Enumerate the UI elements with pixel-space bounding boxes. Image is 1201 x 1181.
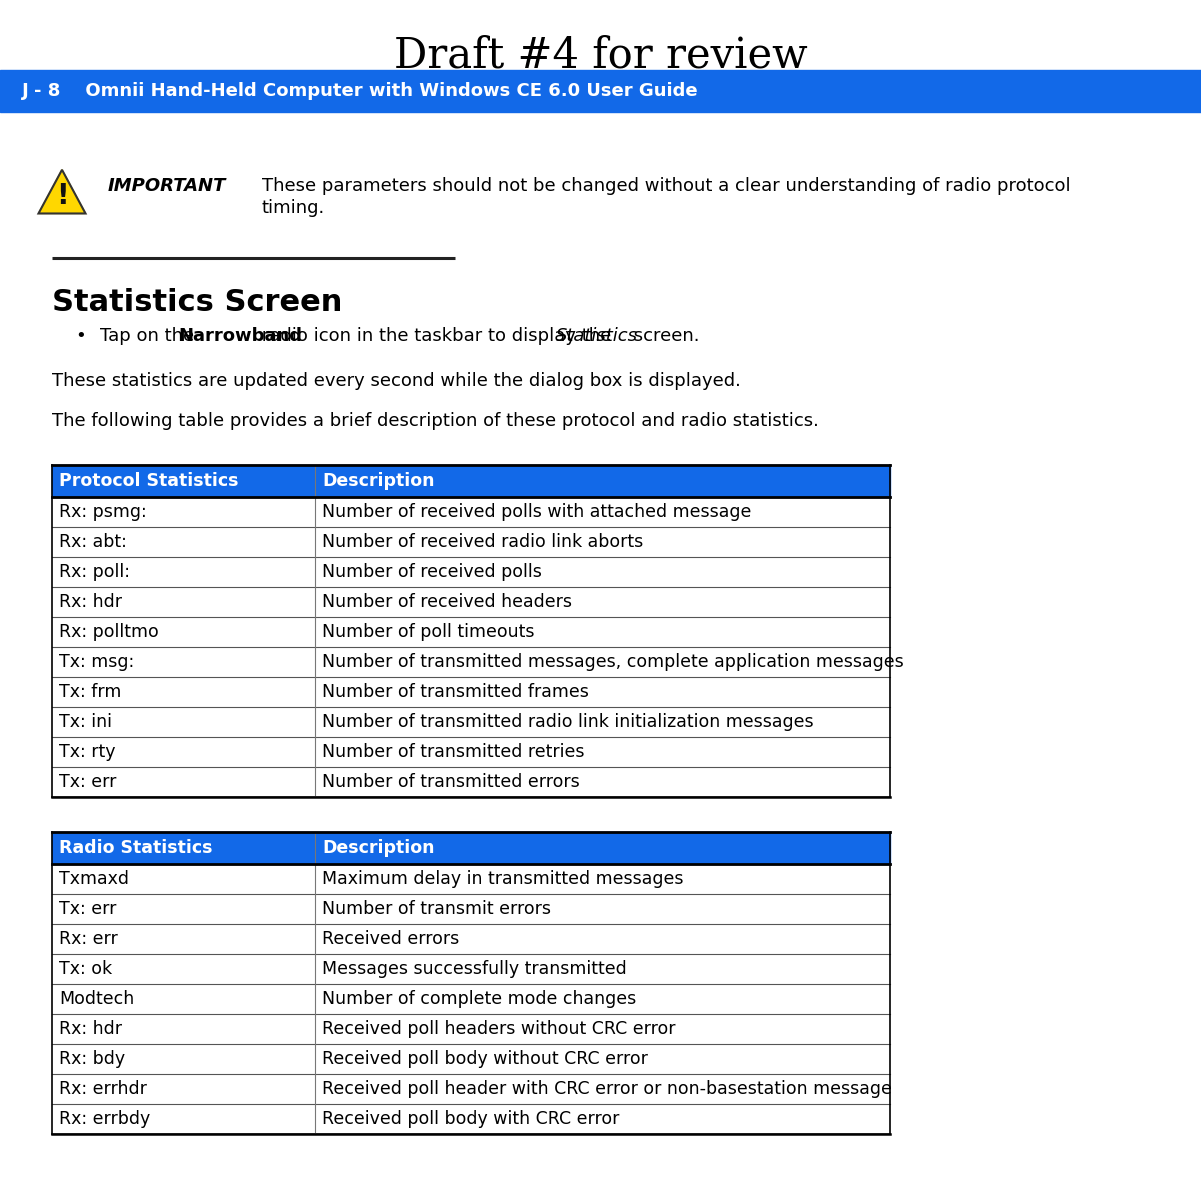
Text: Number of transmitted radio link initialization messages: Number of transmitted radio link initial… <box>322 713 813 731</box>
Text: Rx: hdr: Rx: hdr <box>59 593 123 611</box>
Text: Narrowband: Narrowband <box>179 327 303 345</box>
Text: Tx: ok: Tx: ok <box>59 960 112 978</box>
Bar <box>52 766 890 797</box>
Bar <box>52 616 890 647</box>
Text: IMPORTANT: IMPORTANT <box>108 177 226 195</box>
Text: Tx: err: Tx: err <box>59 900 116 918</box>
Bar <box>52 1074 890 1104</box>
Bar <box>52 831 890 864</box>
Text: Received poll headers without CRC error: Received poll headers without CRC error <box>322 1020 675 1038</box>
Text: Number of complete mode changes: Number of complete mode changes <box>322 990 637 1009</box>
Bar <box>52 497 890 527</box>
Text: screen.: screen. <box>628 327 699 345</box>
Bar <box>52 1044 890 1074</box>
Text: Tap on the: Tap on the <box>100 327 199 345</box>
Bar <box>52 984 890 1014</box>
Text: Tx: msg:: Tx: msg: <box>59 653 135 671</box>
Bar <box>0 70 1201 112</box>
Bar <box>52 707 890 737</box>
Text: Rx: poll:: Rx: poll: <box>59 563 130 581</box>
Bar <box>52 647 890 677</box>
Text: These parameters should not be changed without a clear understanding of radio pr: These parameters should not be changed w… <box>262 177 1070 195</box>
Text: Description: Description <box>322 472 435 490</box>
Bar <box>52 677 890 707</box>
Text: Modtech: Modtech <box>59 990 135 1009</box>
Text: Rx: bdy: Rx: bdy <box>59 1050 125 1068</box>
Text: Received errors: Received errors <box>322 929 459 948</box>
Text: Number of transmit errors: Number of transmit errors <box>322 900 551 918</box>
Bar <box>52 1014 890 1044</box>
Bar <box>52 924 890 954</box>
Text: Received poll body with CRC error: Received poll body with CRC error <box>322 1110 620 1128</box>
Bar <box>52 527 890 557</box>
Bar <box>52 737 890 766</box>
Text: Tx: frm: Tx: frm <box>59 683 121 702</box>
Text: Number of received polls with attached message: Number of received polls with attached m… <box>322 503 752 521</box>
Text: The following table provides a brief description of these protocol and radio sta: The following table provides a brief des… <box>52 412 819 430</box>
Text: Received poll header with CRC error or non-basestation message: Received poll header with CRC error or n… <box>322 1079 892 1098</box>
Text: Statistics Screen: Statistics Screen <box>52 288 342 317</box>
Text: !: ! <box>55 182 68 210</box>
Text: Messages successfully transmitted: Messages successfully transmitted <box>322 960 627 978</box>
Text: Rx: abt:: Rx: abt: <box>59 533 127 552</box>
Text: Number of poll timeouts: Number of poll timeouts <box>322 624 534 641</box>
Bar <box>52 557 890 587</box>
Text: •: • <box>74 327 85 345</box>
Text: Received poll body without CRC error: Received poll body without CRC error <box>322 1050 647 1068</box>
Text: Tx: err: Tx: err <box>59 774 116 791</box>
Text: These statistics are updated every second while the dialog box is displayed.: These statistics are updated every secon… <box>52 372 741 390</box>
Text: Number of transmitted frames: Number of transmitted frames <box>322 683 588 702</box>
Text: Protocol Statistics: Protocol Statistics <box>59 472 239 490</box>
Text: Number of received headers: Number of received headers <box>322 593 572 611</box>
Polygon shape <box>38 170 85 214</box>
Text: Tx: ini: Tx: ini <box>59 713 112 731</box>
Bar <box>52 864 890 894</box>
Text: Rx: hdr: Rx: hdr <box>59 1020 123 1038</box>
Bar <box>52 894 890 924</box>
Text: Rx: errbdy: Rx: errbdy <box>59 1110 150 1128</box>
Text: Number of received radio link aborts: Number of received radio link aborts <box>322 533 644 552</box>
Text: Number of received polls: Number of received polls <box>322 563 542 581</box>
Text: Rx: err: Rx: err <box>59 929 118 948</box>
Text: Draft #4 for review: Draft #4 for review <box>394 35 807 77</box>
Text: Number of transmitted retries: Number of transmitted retries <box>322 743 585 761</box>
Text: Description: Description <box>322 839 435 857</box>
Text: Rx: psmg:: Rx: psmg: <box>59 503 147 521</box>
Text: Tx: rty: Tx: rty <box>59 743 115 761</box>
Bar <box>52 465 890 497</box>
Text: Statistics: Statistics <box>556 327 638 345</box>
Text: Rx: polltmo: Rx: polltmo <box>59 624 159 641</box>
Bar <box>52 587 890 616</box>
Text: Rx: errhdr: Rx: errhdr <box>59 1079 147 1098</box>
Bar <box>52 954 890 984</box>
Text: J - 8    Omnii Hand-Held Computer with Windows CE 6.0 User Guide: J - 8 Omnii Hand-Held Computer with Wind… <box>22 81 699 100</box>
Text: timing.: timing. <box>262 200 325 217</box>
Bar <box>52 1104 890 1134</box>
Text: Maximum delay in transmitted messages: Maximum delay in transmitted messages <box>322 870 683 888</box>
Text: Number of transmitted errors: Number of transmitted errors <box>322 774 580 791</box>
Text: Number of transmitted messages, complete application messages: Number of transmitted messages, complete… <box>322 653 903 671</box>
Text: Txmaxd: Txmaxd <box>59 870 129 888</box>
Text: Radio Statistics: Radio Statistics <box>59 839 213 857</box>
Text: radio icon in the taskbar to display the: radio icon in the taskbar to display the <box>256 327 617 345</box>
